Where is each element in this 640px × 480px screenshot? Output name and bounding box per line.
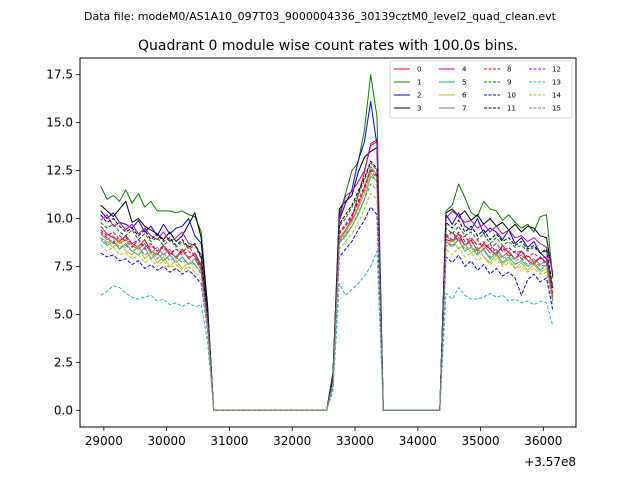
x-tick-label: 30000 bbox=[148, 434, 186, 448]
x-tick-label: 35000 bbox=[461, 434, 499, 448]
legend-label-9: 9 bbox=[507, 79, 511, 87]
legend-label-13: 13 bbox=[552, 79, 561, 87]
y-tick-label: 7.5 bbox=[54, 259, 73, 273]
y-tick-label: 17.5 bbox=[46, 68, 73, 82]
y-tick-label: 12.5 bbox=[46, 164, 73, 178]
y-tick-label: 5.0 bbox=[54, 307, 73, 321]
x-axis-offset-label: +3.57e8 bbox=[524, 455, 576, 469]
x-axis-ticks: 29000 30000 31000 32000 33000 34000 35000 36000 bbox=[85, 427, 562, 448]
y-tick-label: 2.5 bbox=[54, 355, 73, 369]
legend-label-2: 2 bbox=[417, 92, 421, 100]
legend-label-15: 15 bbox=[552, 105, 561, 113]
chart-suptitle: Data file: modeM0/AS1A10_097T03_90000043… bbox=[84, 10, 557, 23]
legend-label-10: 10 bbox=[507, 92, 516, 100]
legend-label-14: 14 bbox=[552, 92, 561, 100]
legend-label-3: 3 bbox=[417, 105, 421, 113]
series-line-9 bbox=[100, 162, 554, 411]
chart-title: Quadrant 0 module wise count rates with … bbox=[138, 38, 518, 54]
x-tick-label: 32000 bbox=[273, 434, 311, 448]
x-tick-label: 34000 bbox=[399, 434, 437, 448]
axes-frame bbox=[79, 57, 577, 428]
x-tick-label: 29000 bbox=[85, 434, 123, 448]
series-layer bbox=[100, 74, 554, 411]
x-tick-label: 33000 bbox=[336, 434, 374, 448]
y-tick-label: 15.0 bbox=[46, 116, 73, 130]
y-axis-ticks: 0.0 2.5 5.0 7.5 10.0 12.5 15.0 17.5 bbox=[46, 68, 80, 417]
legend-label-7: 7 bbox=[462, 105, 466, 113]
y-tick-label: 10.0 bbox=[46, 212, 73, 226]
series-line-15 bbox=[100, 183, 554, 411]
legend-frame bbox=[389, 60, 573, 119]
legend-label-12: 12 bbox=[552, 66, 561, 74]
legend-label-6: 6 bbox=[462, 92, 467, 100]
legend-label-1: 1 bbox=[417, 79, 421, 87]
legend-label-8: 8 bbox=[507, 66, 511, 74]
legend-label-0: 0 bbox=[417, 66, 421, 74]
legend-label-5: 5 bbox=[462, 79, 466, 87]
legend-label-11: 11 bbox=[507, 105, 516, 113]
legend-label-4: 4 bbox=[462, 66, 467, 74]
x-tick-label: 36000 bbox=[524, 434, 562, 448]
x-tick-label: 31000 bbox=[210, 434, 248, 448]
y-tick-label: 0.0 bbox=[54, 403, 73, 417]
